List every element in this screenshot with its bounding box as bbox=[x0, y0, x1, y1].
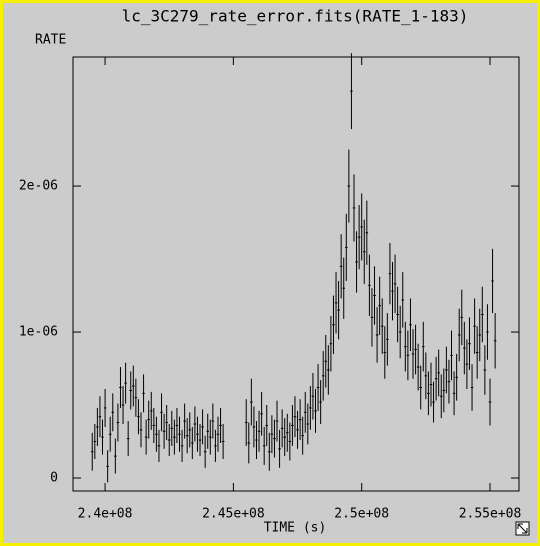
plot-frame bbox=[72, 56, 520, 492]
resize-arrow[interactable] bbox=[517, 523, 528, 534]
x-axis-label: TIME (s) bbox=[264, 521, 327, 536]
y-tick-label: 2e-06 bbox=[19, 179, 58, 194]
chart-title: lc_3C279_rate_error.fits(RATE_1-183) bbox=[122, 7, 469, 26]
resize-icon[interactable] bbox=[515, 521, 530, 536]
x-tick-label: 2.5e+08 bbox=[334, 507, 389, 522]
x-tick-label: 2.45e+08 bbox=[202, 507, 265, 522]
x-tick-label: 2.55e+08 bbox=[459, 507, 522, 522]
y-axis-label: RATE bbox=[35, 33, 66, 48]
y-tick-label: 0 bbox=[50, 471, 58, 486]
x-tick-label: 2.4e+08 bbox=[78, 507, 133, 522]
y-tick-label: 1e-06 bbox=[19, 325, 58, 340]
